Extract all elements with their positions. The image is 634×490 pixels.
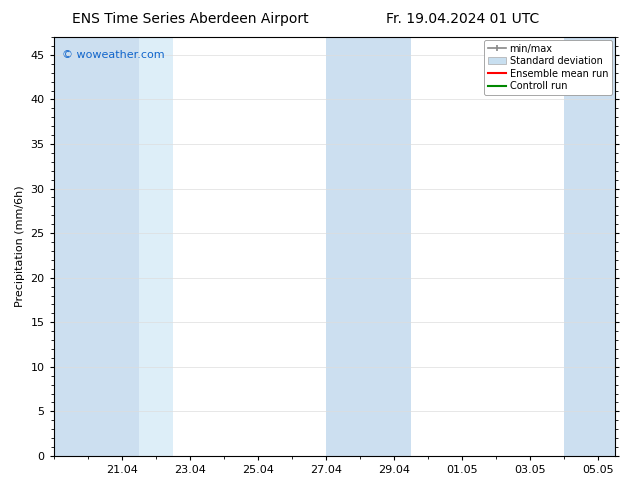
- Text: Fr. 19.04.2024 01 UTC: Fr. 19.04.2024 01 UTC: [386, 12, 540, 26]
- Bar: [54, 37, 139, 456]
- Legend: min/max, Standard deviation, Ensemble mean run, Controll run: min/max, Standard deviation, Ensemble me…: [484, 40, 612, 95]
- Text: © woweather.com: © woweather.com: [62, 49, 165, 60]
- Bar: [564, 37, 615, 456]
- Bar: [139, 37, 172, 456]
- Bar: [326, 37, 359, 456]
- Y-axis label: Precipitation (mm/6h): Precipitation (mm/6h): [15, 186, 25, 307]
- Bar: [359, 37, 411, 456]
- Text: ENS Time Series Aberdeen Airport: ENS Time Series Aberdeen Airport: [72, 12, 309, 26]
